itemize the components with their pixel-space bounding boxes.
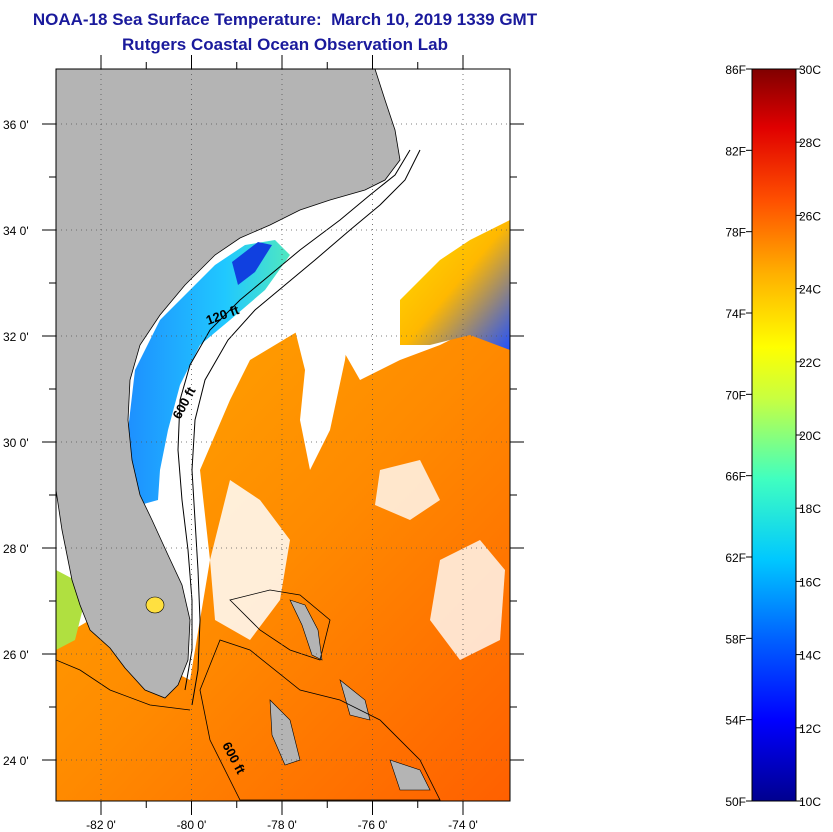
lat-tick-label: 36 0'	[3, 118, 29, 132]
bahamas-bank-contour	[199, 639, 441, 801]
bahamas-bank-contour	[229, 589, 331, 661]
map-title: NOAA-18 Sea Surface Temperature: March 1…	[32, 10, 538, 29]
colorbar-f-label: 82F	[725, 144, 746, 158]
map-frame	[55, 68, 511, 802]
gulf-contour	[56, 659, 191, 711]
sst-northeast-region	[400, 220, 510, 350]
colorbar-c-label: 30C	[799, 63, 821, 77]
lon-tick-label: -80 0'	[177, 818, 207, 832]
lat-lon-grid	[56, 69, 510, 801]
contour-120ft	[177, 149, 411, 691]
lat-tick-label: 34 0'	[3, 224, 29, 238]
colorbar-f-label: 70F	[725, 388, 746, 402]
sst-nearshore-deep-blue	[232, 242, 272, 285]
bahamas-island	[269, 699, 301, 766]
colorbar-f-label: 74F	[725, 307, 746, 321]
colorbar-f-label: 66F	[725, 470, 746, 484]
lat-tick-label: 26 0'	[3, 648, 29, 662]
colorbar-f-label: 50F	[725, 795, 746, 809]
colorbar-c-label: 24C	[799, 283, 821, 297]
colorbar-c-label: 10C	[799, 795, 821, 809]
colorbar-c-label: 20C	[799, 429, 821, 443]
lon-tick-label: -78 0'	[267, 818, 297, 832]
colorbar-c-label: 28C	[799, 136, 821, 150]
colorbar-gradient	[751, 68, 797, 802]
colorbar-f-label: 86F	[725, 63, 746, 77]
cloud-patch	[430, 540, 505, 660]
lat-tick-label: 32 0'	[3, 330, 29, 344]
lat-tick-label: 28 0'	[3, 542, 29, 556]
contour-600ft	[191, 149, 421, 706]
lon-tick-label: -76 0'	[358, 818, 388, 832]
colorbar-c-label: 12C	[799, 722, 821, 736]
colorbar-c-label: 14C	[799, 649, 821, 663]
colorbar-c-label: 18C	[799, 502, 821, 516]
lon-tick-label: -82 0'	[86, 818, 116, 832]
bahamas-island	[389, 759, 431, 791]
colorbar-c-label: 26C	[799, 209, 821, 223]
colorbar-c-label: 16C	[799, 575, 821, 589]
colorbar-f-label: 62F	[725, 551, 746, 565]
axis-ticks: 36 0' 34 0' 32 0' 30 0' 28 0' 26 0' 24 0' -82 0…	[3, 55, 524, 832]
colorbar-f-label: 78F	[725, 226, 746, 240]
lat-tick-label: 24 0'	[3, 754, 29, 768]
map-subtitle: Rutgers Coastal Ocean Observation Lab	[122, 35, 448, 54]
lat-tick-label: 30 0'	[3, 436, 29, 450]
land-mass	[56, 69, 401, 699]
colorbar-f-label: 54F	[725, 714, 746, 728]
sst-coastal-cold-band	[128, 240, 290, 505]
cloud-patch	[375, 460, 440, 520]
colorbar-f-label: 58F	[725, 632, 746, 646]
lake-okeechobee	[145, 596, 165, 614]
lon-tick-label: -74 0'	[448, 818, 478, 832]
colorbar-c-label: 22C	[799, 356, 821, 370]
bahamas-island	[289, 599, 323, 661]
cloud-streak	[290, 300, 350, 470]
